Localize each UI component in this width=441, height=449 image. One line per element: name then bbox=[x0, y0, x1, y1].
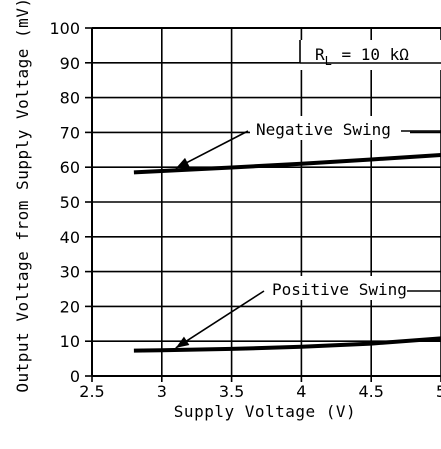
y-tick-label: 10 bbox=[60, 332, 80, 351]
leader-line bbox=[175, 290, 265, 349]
y-tick-label: 50 bbox=[60, 193, 80, 212]
y-tick-label: 80 bbox=[60, 89, 80, 108]
y-tick-label: 40 bbox=[60, 228, 80, 247]
y-tick-label: 90 bbox=[60, 54, 80, 73]
grid bbox=[85, 27, 441, 382]
rl-annotation: RL = 10 kΩ bbox=[315, 45, 409, 68]
x-tick-label: 3 bbox=[157, 382, 167, 401]
label-background bbox=[262, 276, 407, 300]
x-tick-label: 2.5 bbox=[79, 382, 104, 401]
label-background bbox=[300, 40, 441, 70]
y-tick-label: 20 bbox=[60, 297, 80, 316]
label-background bbox=[250, 116, 410, 140]
y-tick-label: 100 bbox=[49, 19, 80, 38]
leader-line bbox=[175, 130, 249, 170]
x-tick-label: 4.5 bbox=[358, 382, 383, 401]
x-tick-label: 4 bbox=[296, 382, 306, 401]
series-label: Positive Swing bbox=[272, 280, 407, 299]
y-tick-label: 70 bbox=[60, 123, 80, 142]
rl-subscript: L bbox=[325, 54, 332, 68]
rl-symbol: R bbox=[315, 45, 325, 64]
arrowhead bbox=[175, 157, 190, 169]
y-tick-label: 30 bbox=[60, 263, 80, 282]
y-tick-label: 60 bbox=[60, 158, 80, 177]
y-axis-label: Output Voltage from Supply Voltage (mV) bbox=[13, 0, 32, 393]
x-tick-label: 5 bbox=[436, 382, 441, 401]
series-line-negative-swing bbox=[133, 153, 441, 175]
series-label: Negative Swing bbox=[256, 120, 391, 139]
rl-value: = 10 kΩ bbox=[332, 45, 409, 64]
annotations: RL = 10 kΩ Negative Swing Positive Swing bbox=[175, 40, 441, 349]
arrowhead bbox=[175, 336, 190, 348]
tick-labels: 0 10 20 30 40 50 60 70 80 90 100 2.5 3 3.5 4 4.5 5 bbox=[49, 19, 441, 401]
series-line-positive-swing bbox=[133, 336, 441, 353]
x-axis-label: Supply Voltage (V) bbox=[174, 402, 356, 421]
x-tick-label: 3.5 bbox=[219, 382, 244, 401]
y-tick-label: 0 bbox=[70, 367, 80, 386]
series-lines bbox=[133, 153, 441, 353]
